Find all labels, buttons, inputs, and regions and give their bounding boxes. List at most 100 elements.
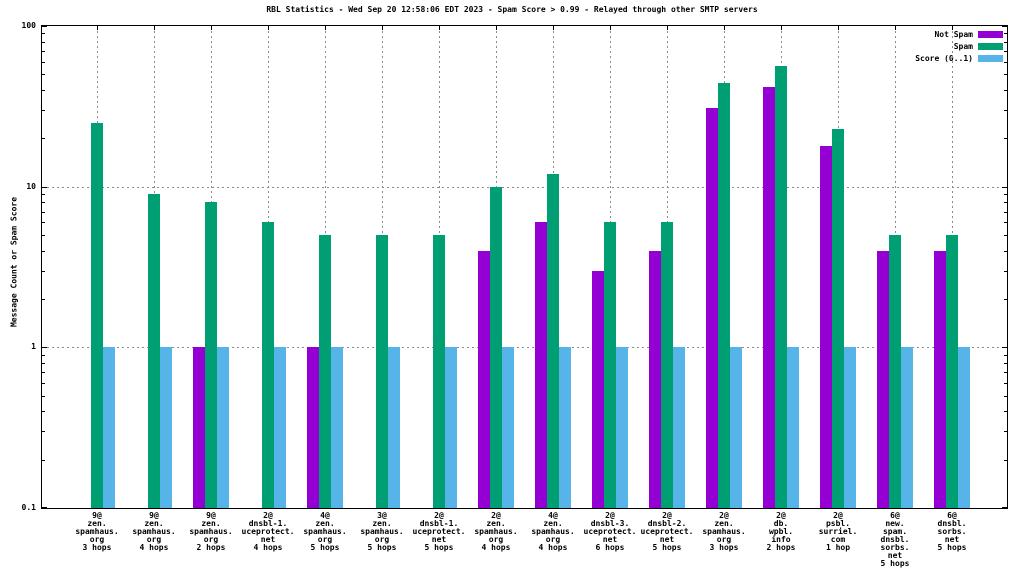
y-minor-tick (42, 250, 45, 252)
y-minor-tick (1004, 362, 1007, 364)
chart-title: RBL Statistics - Wed Sep 20 12:58:06 EDT… (266, 5, 758, 14)
legend-label: Spam (953, 41, 973, 51)
y-minor-tick (1004, 41, 1007, 43)
y-minor-tick (1004, 382, 1007, 384)
x-tick-label: 6@ dnsbl. sorbs. net 5 hops (937, 511, 967, 552)
legend-swatch-not-spam (978, 30, 1003, 38)
y-major-tick (42, 507, 47, 508)
x-tick-label: 4@ zen. spamhaus. org 5 hops (303, 511, 347, 552)
bar-spam (262, 222, 274, 508)
bar-spam (775, 66, 787, 508)
x-tick (268, 26, 269, 30)
y-major-tick (1002, 347, 1007, 349)
y-minor-tick (1004, 50, 1007, 52)
bar-spam (889, 235, 901, 508)
y-minor-tick (42, 33, 45, 35)
legend-item-not-spam: Not Spam (915, 28, 1003, 40)
y-tick-label: 10 (26, 181, 36, 191)
y-minor-tick (42, 202, 45, 204)
y-minor-tick (42, 372, 45, 374)
y-minor-tick (42, 211, 45, 213)
x-tick (382, 26, 383, 30)
x-tick (724, 26, 725, 30)
bar-not-spam (478, 250, 490, 508)
y-minor-tick (42, 194, 45, 196)
bar-spam (319, 235, 331, 508)
y-minor-tick (1004, 459, 1007, 461)
legend-item-score-0-1: Score (0..1) (915, 52, 1003, 64)
x-tick-label: 3@ zen. spamhaus. org 5 hops (360, 511, 404, 552)
x-tick (781, 26, 782, 30)
y-minor-tick (1004, 411, 1007, 413)
y-minor-tick (1004, 138, 1007, 140)
bar-not-spam (934, 250, 946, 508)
bar-score-0-1 (559, 347, 571, 508)
y-minor-tick (1004, 395, 1007, 397)
x-tick-label: 2@ psbl. surriel. com 1 hop (818, 511, 858, 552)
y-minor-tick (1004, 431, 1007, 433)
y-minor-tick (42, 41, 45, 43)
y-minor-tick (42, 74, 45, 76)
y-minor-tick (42, 431, 45, 433)
bar-score-0-1 (502, 347, 514, 508)
bar-spam (490, 186, 502, 508)
y-tick-label: 100 (21, 21, 36, 30)
x-tick-label: 9@ zen. spamhaus. org 3 hops (75, 511, 119, 552)
bar-score-0-1 (616, 347, 628, 508)
bar-score-0-1 (673, 347, 685, 508)
y-minor-tick (42, 235, 45, 237)
y-minor-tick (42, 270, 45, 272)
bar-spam (832, 128, 844, 508)
y-minor-tick (1004, 354, 1007, 356)
y-minor-tick (1004, 222, 1007, 224)
bar-spam (433, 235, 445, 508)
bar-not-spam (193, 347, 205, 508)
bar-spam (718, 83, 730, 508)
y-minor-tick (1004, 235, 1007, 237)
bar-score-0-1 (445, 347, 457, 508)
x-tick-label: 2@ dnsbl-1. uceprotect. net 4 hops (241, 511, 295, 552)
x-tick-label: 4@ zen. spamhaus. org 4 hops (531, 511, 575, 552)
y-tick-label: 1 (31, 342, 36, 352)
bar-not-spam (649, 250, 661, 508)
y-minor-tick (1004, 74, 1007, 76)
bar-not-spam (877, 250, 889, 508)
y-minor-tick (1004, 250, 1007, 252)
y-minor-tick (42, 138, 45, 140)
y-minor-tick (42, 222, 45, 224)
x-tick (325, 26, 326, 30)
y-minor-tick (42, 362, 45, 364)
legend-label: Score (0..1) (915, 53, 973, 63)
bar-score-0-1 (274, 347, 286, 508)
y-minor-tick (1004, 89, 1007, 91)
x-tick (610, 26, 611, 30)
x-tick (553, 26, 554, 30)
bar-spam (946, 235, 958, 508)
bar-score-0-1 (844, 347, 856, 508)
bar-spam (205, 202, 217, 508)
y-minor-tick (42, 61, 45, 63)
y-minor-tick (42, 411, 45, 413)
bar-score-0-1 (160, 347, 172, 508)
y-minor-tick (1004, 202, 1007, 204)
bar-score-0-1 (331, 347, 343, 508)
y-minor-tick (42, 354, 45, 356)
y-tick-label: 0.1 (21, 503, 36, 512)
y-minor-tick (42, 89, 45, 91)
bar-score-0-1 (901, 347, 913, 508)
y-minor-tick (42, 298, 45, 300)
x-tick (838, 26, 839, 30)
legend-swatch-score-0-1 (978, 54, 1003, 62)
legend: Not Spam Spam Score (0..1) (915, 28, 1003, 64)
bar-spam (661, 222, 673, 508)
y-minor-tick (1004, 298, 1007, 300)
x-tick (439, 26, 440, 30)
y-minor-tick (1004, 110, 1007, 111)
bar-not-spam (307, 347, 319, 508)
x-tick-label: 2@ db. wpbl. info 2 hops (766, 511, 796, 552)
y-minor-tick (42, 110, 45, 111)
y-major-tick (42, 186, 47, 188)
x-tick (154, 26, 155, 30)
y-minor-tick (42, 459, 45, 461)
